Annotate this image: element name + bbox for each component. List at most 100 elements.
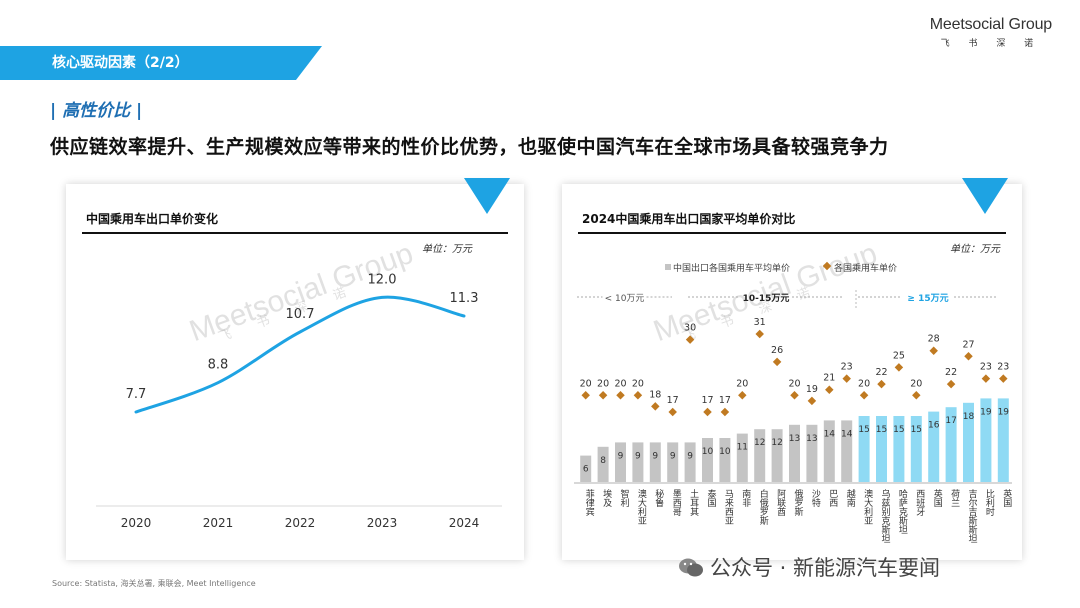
dot-value-label: 20 [614,378,626,389]
line-chart-card: 中国乘用车出口单价变化 单位：万元 Meetsocial Group 飞 书 深… [66,178,524,560]
bar-value-label: 9 [635,451,641,461]
category-label: 沙特 [810,489,821,507]
headline: 供应链效率提升、生产规模效应等带来的性价比优势，也驱使中国汽车在全球市场具备较强… [50,136,889,158]
price-dot [999,374,1008,383]
price-dot [598,391,608,400]
bar-value-label: 9 [687,451,693,461]
bar [789,424,800,482]
bar-value-label: 9 [652,451,658,461]
x-tick-label: 2020 [121,516,152,530]
bar-value-label: 8 [600,456,606,466]
bar-chart: 中国出口各国乘用车平均单价 各国乘用车单价 < 10万元 10-15万元 ≥ 15万元 6… [574,261,1012,543]
source-note: Source: Statista, 海关总署, 乘联会, Meet Intell… [52,579,256,588]
wechat-text: 公众号 · 新能源汽车要闻 [710,556,941,580]
corner-marker-icon [962,178,1008,214]
brand-sub: 飞 书 深 诺 [940,39,1042,49]
category-label: 澳大利亚 [636,488,647,525]
bar-chart-title: 2024中国乘用车出口国家平均单价对比 [582,212,796,226]
price-dot [929,346,938,355]
bar-value-label: 12 [754,438,765,448]
category-label: 西班牙 [914,489,925,517]
bar-value-label: 14 [824,429,836,439]
category-label: 白俄罗斯 [758,488,769,526]
dot-value-label: 27 [962,339,974,350]
category-label: 俄罗斯 [793,488,804,517]
bar [997,398,1009,482]
dot-value-label: 20 [597,378,609,389]
section-banner [0,46,322,80]
category-label: 马来西亚 [723,489,734,525]
price-dot [912,391,921,400]
group-label: < 10万元 [605,294,645,304]
bar [632,442,644,482]
line-chart: 7.7 2020 8.8 2021 10.7 2022 12.0 2023 11.3 2024 [96,272,502,530]
price-dot [964,352,973,361]
banner-title: 核心驱动因素（2/2） [52,55,189,71]
bar [823,420,835,482]
category-label: 比利时 [984,488,995,516]
corner-marker-icon [464,178,510,214]
dot-value-label: 22 [945,367,957,378]
price-dot [842,374,851,383]
bar-value-label: 15 [893,425,904,435]
price-dot [790,391,799,400]
category-label: 埃及 [601,488,612,508]
dot-value-label: 20 [632,378,644,389]
price-dot [859,391,869,400]
category-label: 秘鲁 [653,488,664,507]
bar [580,455,592,482]
price-line-series [134,295,466,414]
category-label: 土耳其 [688,488,699,517]
dot-value-label: 20 [858,378,870,389]
dot-value-label: 23 [841,362,853,373]
category-label: 英国 [1001,488,1012,508]
legend-dot-label: 各国乘用车单价 [834,262,897,274]
bar-value-label: 13 [806,434,817,444]
wechat-icon [679,558,703,577]
price-dot [894,363,904,372]
dot-value-label: 26 [771,345,783,356]
legend-dot-swatch [822,261,832,271]
category-label: 澳大利亚 [862,488,873,525]
bar-value-label: 9 [670,451,676,461]
price-dot [946,379,956,389]
dot-value-label: 19 [806,384,818,395]
bar-value-label: 6 [583,465,589,475]
x-tick-label: 2021 [203,516,234,530]
line-data-label: 7.7 [126,387,147,402]
line-data-label: 11.3 [450,291,479,306]
bar-value-label: 18 [963,412,975,422]
dot-value-label: 23 [980,362,992,373]
category-label: 乌兹别克斯坦 [880,488,891,543]
bar-value-label: 10 [702,447,714,457]
bar-chart-unit: 单位：万元 [950,244,1000,255]
bar [667,442,679,482]
bar-value-label: 15 [876,425,887,435]
dot-value-label: 22 [875,367,887,378]
price-dot [772,357,782,367]
bar-chart-card: 2024中国乘用车出口国家平均单价对比 单位：万元 Meetsocial Gro… [562,178,1022,560]
legend-bar-swatch [665,264,671,270]
bar-value-label: 15 [858,425,869,435]
category-label: 阿联酋 [775,489,786,517]
price-dot [633,391,643,400]
price-dot [825,385,834,394]
title-divider [82,232,508,234]
dot-value-label: 17 [701,395,713,406]
bar [928,411,940,482]
price-dot [581,391,590,400]
bar [980,398,992,482]
bar [963,402,974,482]
category-label: 巴西 [827,489,838,508]
bar-value-label: 11 [737,443,748,453]
bar [736,433,748,482]
bar [945,407,957,482]
dot-value-label: 17 [719,395,731,406]
dot-value-label: 28 [928,334,940,345]
bar-value-label: 12 [771,438,782,448]
line-chart-title: 中国乘用车出口单价变化 [86,212,219,226]
category-label: 泰国 [706,488,717,508]
bar-value-label: 13 [789,434,800,444]
brand-name: Meetsocial Group [929,16,1052,33]
dot-value-label: 18 [649,389,661,400]
